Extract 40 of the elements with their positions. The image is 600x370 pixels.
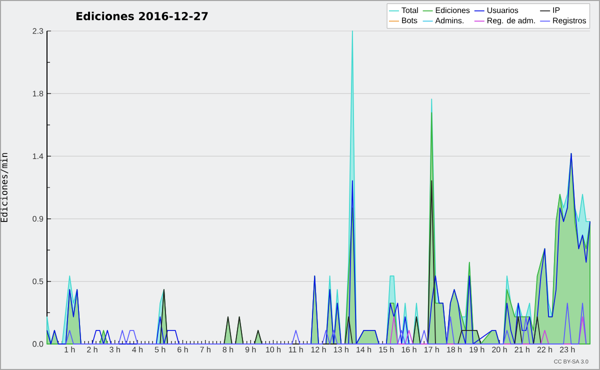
x-tick-label: 7 h xyxy=(200,346,210,352)
x-tick-label: 19 h xyxy=(470,346,484,352)
x-tick-label: 3 h xyxy=(110,346,120,352)
legend-label: Bots xyxy=(402,18,418,24)
x-tick-label: 22 h xyxy=(537,346,552,352)
legend-label: Ediciones xyxy=(436,7,470,14)
x-tick-label: 21 h xyxy=(514,346,530,352)
x-tick-label: 15 h xyxy=(379,346,394,352)
x-tick-label: 9 h xyxy=(245,346,256,352)
chart-title: Ediciones 2016-12-27 xyxy=(76,12,208,20)
legend-label: Registros xyxy=(553,17,586,25)
x-tick-label: 18 h xyxy=(447,346,462,352)
x-tick-label: 13 h xyxy=(334,346,348,352)
y-tick-label: 2.3 xyxy=(32,28,44,34)
x-tick-label: 20 h xyxy=(492,346,507,352)
x-tick-label: 2 h xyxy=(87,346,98,352)
legend-label: IP xyxy=(553,7,560,13)
legend-label: Usuarios xyxy=(487,7,518,14)
x-tick-label: 14 h xyxy=(356,346,372,352)
y-tick-label: 1.4 xyxy=(32,153,44,159)
x-tick-label: 17 h xyxy=(424,346,439,352)
line-series xyxy=(65,302,587,344)
legend-label: Reg. de adm. xyxy=(488,17,535,25)
y-tick-label: 0.5 xyxy=(32,278,44,284)
x-tick-label: 6 h xyxy=(178,346,188,352)
x-tick-label: 4 h xyxy=(132,346,143,352)
y-tick-label: 0.0 xyxy=(32,341,44,347)
x-tick-label: 1 h xyxy=(64,346,75,352)
x-tick-label: 12 h xyxy=(311,346,326,352)
x-tick-label: 23 h xyxy=(560,346,575,352)
legend-label: Admins. xyxy=(435,17,464,24)
x-tick-label: 8 h xyxy=(222,346,234,352)
x-tick-label: 5 h xyxy=(154,346,166,352)
x-tick-label: 10 h xyxy=(266,346,281,352)
legend-label: Total xyxy=(402,7,418,14)
y-tick-label: 0.9 xyxy=(32,216,44,222)
x-tick-label: 16 h xyxy=(402,346,416,352)
x-tick-label: 11 h xyxy=(289,346,303,352)
y-axis-title: Ediciones/min xyxy=(0,153,8,222)
y-tick-label: 1.8 xyxy=(32,90,44,96)
